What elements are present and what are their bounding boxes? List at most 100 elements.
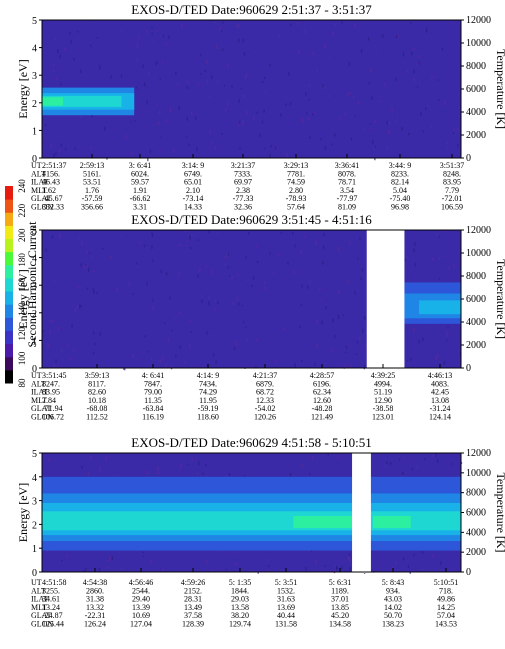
table-cell: 934. (386, 586, 400, 595)
table-cell: 4994. (374, 379, 392, 388)
noise-speck (237, 273, 239, 277)
noise-speck (243, 51, 246, 56)
noise-speck (239, 120, 241, 124)
table-cell: 2544. (132, 586, 150, 595)
noise-speck (407, 133, 410, 136)
colorbar-segment (5, 304, 13, 318)
noise-speck (360, 276, 362, 280)
noise-speck (334, 564, 337, 567)
table-cell: 14.33 (184, 203, 202, 212)
noise-speck (170, 365, 173, 370)
table-cell: 10.18 (88, 396, 106, 405)
noise-speck (59, 149, 61, 152)
noise-speck (173, 148, 175, 153)
table-cell: 128.39 (182, 620, 204, 629)
noise-speck (334, 133, 336, 137)
table-cell: 6196. (313, 379, 331, 388)
noise-speck (402, 62, 404, 64)
noise-speck (205, 265, 207, 268)
table-cell: 14.25 (437, 603, 455, 612)
noise-speck (427, 104, 429, 108)
noise-speck (235, 311, 237, 313)
noise-speck (300, 250, 302, 255)
noise-speck (360, 143, 363, 145)
table-cell: 123.01 (372, 413, 394, 422)
noise-speck (50, 142, 53, 148)
table-row-label: GLAT (31, 404, 52, 413)
noise-speck (441, 47, 444, 51)
noise-speck (280, 231, 283, 234)
table-cell: 13.85 (331, 603, 349, 612)
table-row-label: GLON (31, 620, 53, 629)
table-cell: 106.59 (441, 203, 463, 212)
table-cell: 13.39 (132, 603, 150, 612)
noise-speck (179, 311, 182, 315)
noise-speck (386, 146, 389, 149)
colorbar-segment (5, 199, 13, 213)
noise-speck (314, 362, 316, 366)
noise-speck (293, 269, 295, 275)
table-cell: 118.60 (197, 413, 219, 422)
table-cell: 62.34 (313, 388, 331, 397)
noise-speck (186, 79, 189, 83)
noise-speck (243, 320, 245, 324)
noise-speck (64, 147, 67, 151)
noise-speck (306, 112, 308, 115)
noise-speck (241, 304, 244, 307)
noise-speck (288, 72, 290, 76)
orbit-parameter-table: UTALTILATMLTGLATGLON4:51:583255.34.6113.… (31, 578, 458, 629)
noise-speck (202, 472, 204, 476)
noise-speck (151, 32, 153, 35)
noise-speck (447, 332, 449, 337)
noise-speck (156, 60, 158, 64)
noise-speck (374, 119, 376, 124)
noise-speck (304, 235, 306, 238)
noise-speck (289, 102, 292, 106)
table-cell: 116.19 (142, 413, 164, 422)
noise-speck (297, 21, 299, 26)
table-cell: 59.57 (131, 178, 149, 187)
noise-speck (420, 111, 422, 116)
noise-speck (143, 244, 146, 248)
table-cell: 112.52 (86, 413, 108, 422)
noise-speck (185, 244, 188, 246)
noise-speck (298, 50, 300, 55)
table-cell: 4083. (431, 379, 449, 388)
noise-speck (225, 568, 227, 571)
noise-speck (301, 284, 303, 288)
noise-speck (362, 127, 365, 131)
noise-speck (78, 237, 80, 240)
noise-speck (266, 558, 269, 562)
noise-speck (146, 470, 148, 475)
noise-speck (70, 39, 72, 44)
noise-speck (142, 555, 144, 558)
noise-speck (188, 344, 191, 349)
noise-speck (257, 571, 259, 574)
noise-speck (218, 550, 220, 553)
noise-speck (222, 21, 224, 24)
noise-speck (413, 553, 415, 557)
noise-speck (438, 278, 441, 280)
noise-speck (72, 348, 75, 353)
colorbar-tick-label: 160 (17, 277, 27, 291)
table-cell: 3:44: 9 (389, 161, 411, 170)
table-cell: 82.14 (391, 178, 409, 187)
noise-speck (235, 341, 238, 346)
table-cell: 2.80 (289, 186, 303, 195)
noise-speck (261, 120, 264, 124)
y2-tick-label: 12000 (466, 225, 491, 236)
table-cell: 12.90 (374, 396, 392, 405)
noise-speck (305, 92, 307, 96)
noise-speck (304, 97, 306, 99)
noise-speck (186, 563, 188, 566)
table-cell: 7434. (199, 379, 217, 388)
noise-speck (322, 245, 325, 250)
noise-speck (146, 29, 148, 34)
noise-speck (44, 123, 47, 127)
table-cell: 8117. (88, 379, 106, 388)
table-row-label: GLAT (31, 194, 52, 203)
table-cell: 78.71 (338, 178, 356, 187)
table-cell: 2860. (86, 586, 104, 595)
noise-speck (361, 268, 364, 272)
noise-speck (213, 307, 216, 311)
